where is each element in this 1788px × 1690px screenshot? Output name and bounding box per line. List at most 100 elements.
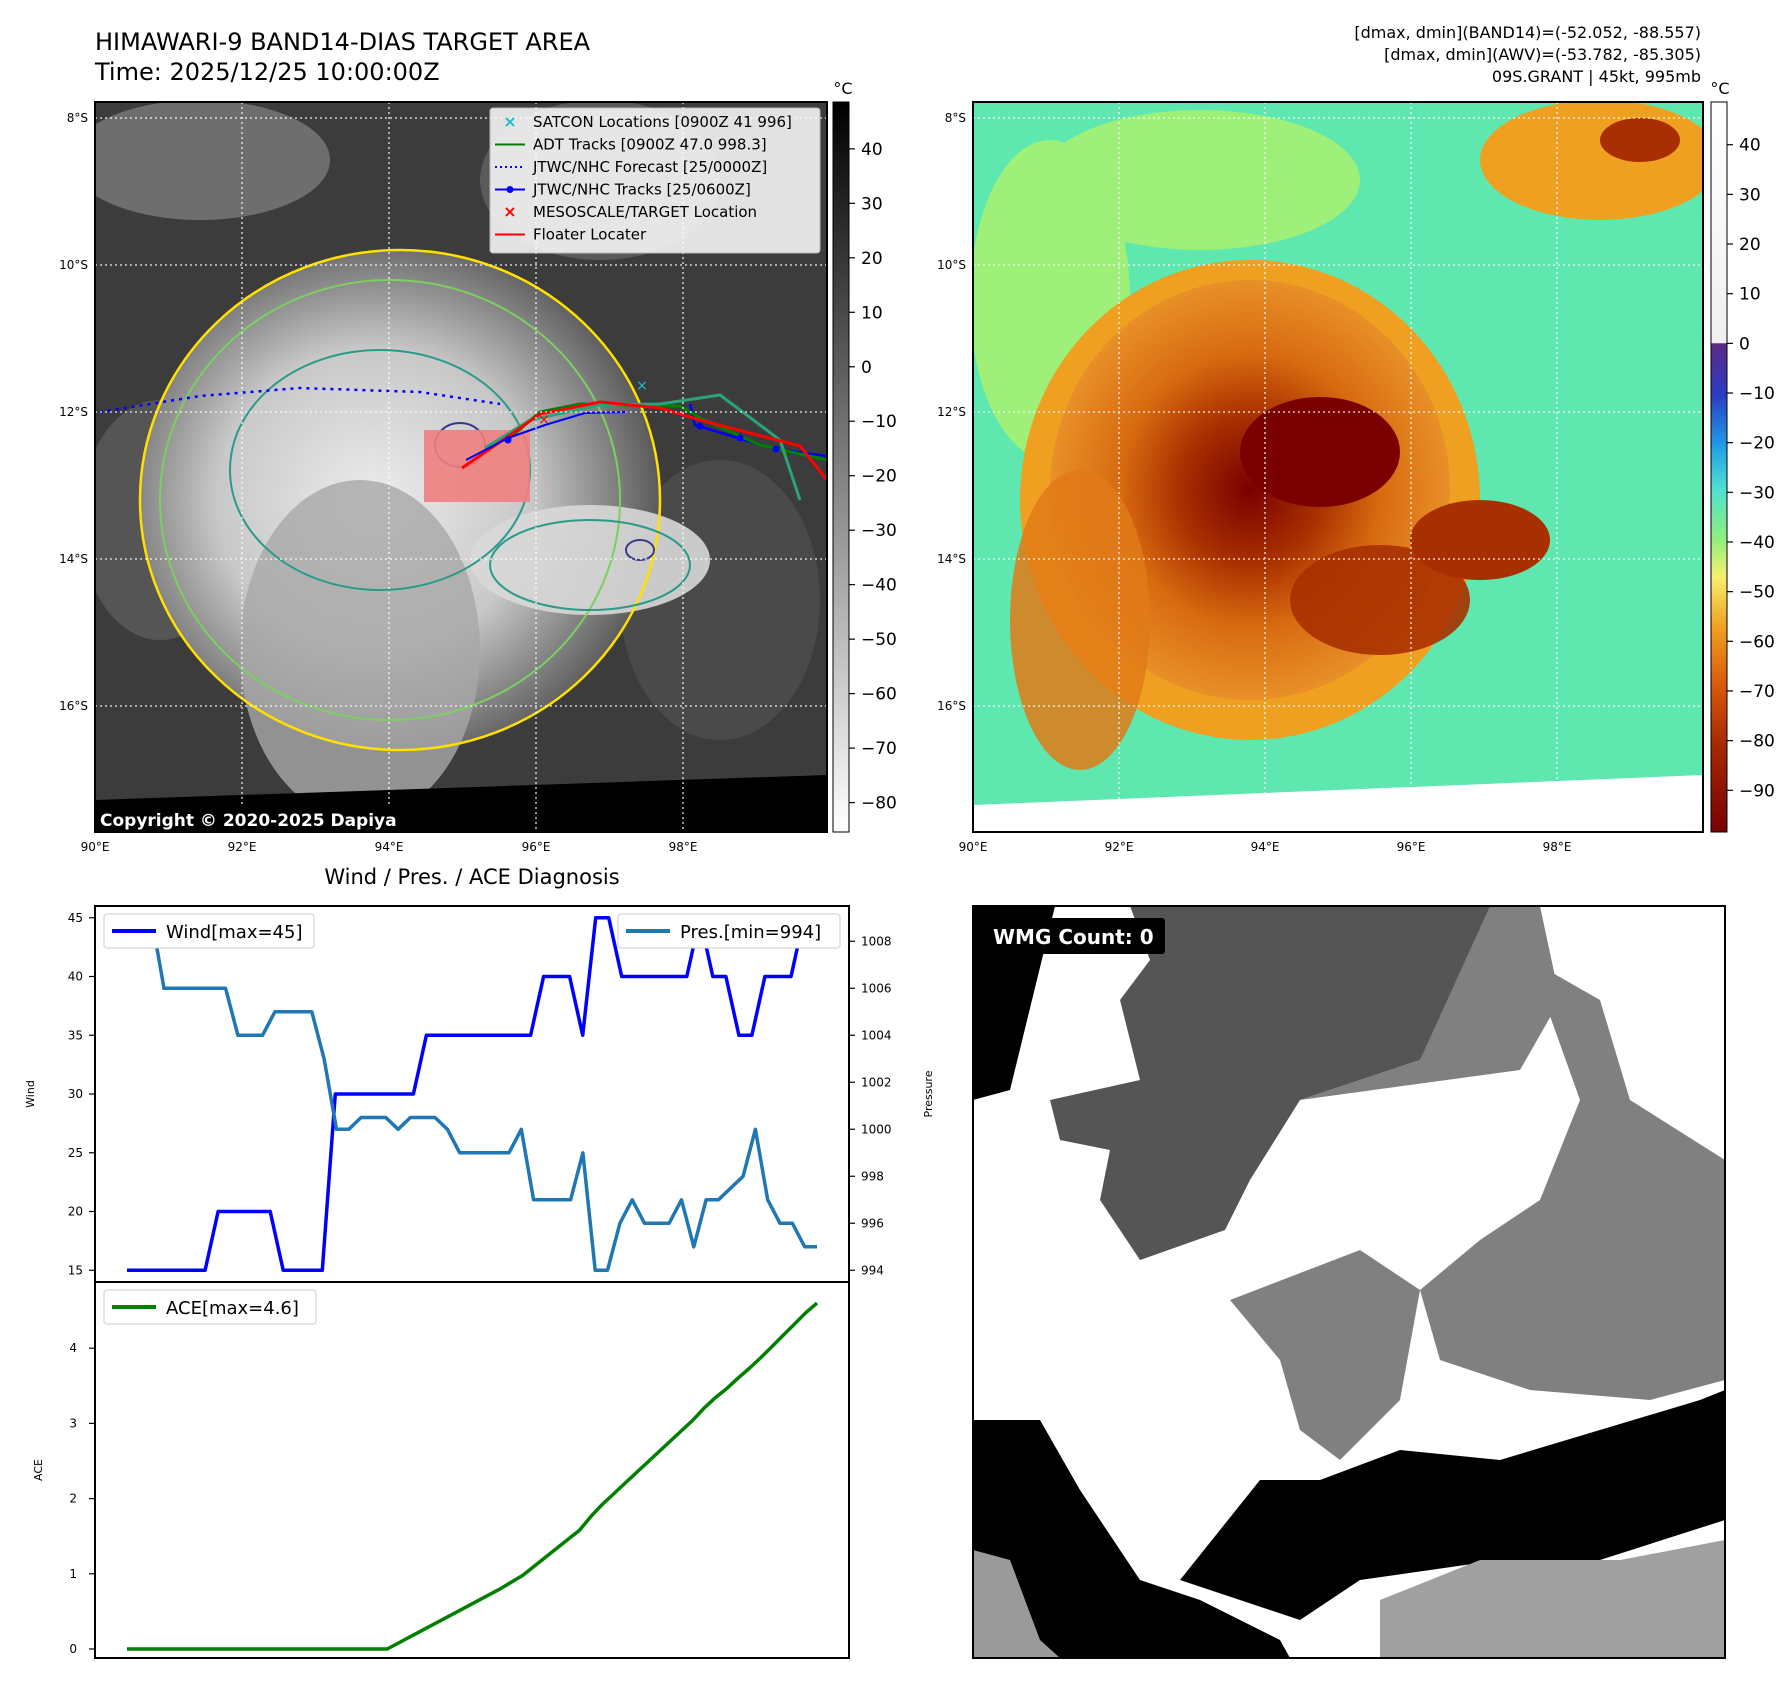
pressure-series-line: [127, 916, 817, 1273]
right-map-lat-ticks: 8°S 10°S 12°S 14°S 16°S: [937, 111, 966, 713]
left-map-lat-ticks: 8°S 10°S 12°S 14°S 16°S: [59, 111, 88, 713]
colorbar-tick-label: 10: [861, 303, 883, 323]
r-lat-tick-16s: 16°S: [937, 699, 966, 713]
storm-info: 09S.GRANT | 45kt, 995mb: [1492, 67, 1701, 86]
legend-item: × MESOSCALE/TARGET Location: [503, 202, 757, 221]
colorbar-tick-label: −60: [861, 685, 897, 705]
right-map-lon-ticks: 90°E 92°E 94°E 96°E 98°E: [959, 840, 1572, 854]
colorbar-tick-label: −50: [861, 630, 897, 650]
colorbar-tick-label: 40: [861, 140, 883, 160]
r-lon-tick-90e: 90°E: [959, 840, 988, 854]
pressure-tick-label: 1004: [861, 1028, 892, 1042]
r-lat-tick-12s: 12°S: [937, 405, 966, 419]
pressure-tick-label: 1000: [861, 1122, 892, 1136]
lat-tick-8s: 8°S: [67, 111, 88, 125]
lon-tick-94e: 94°E: [375, 840, 404, 854]
wind-tick-label: 25: [68, 1146, 83, 1160]
lon-tick-98e: 98°E: [669, 840, 698, 854]
legend-marker: ×: [503, 202, 516, 221]
pressure-legend: Pres.[min=994]: [617, 913, 841, 949]
lat-tick-10s: 10°S: [59, 258, 88, 272]
wind-tick-label: 30: [68, 1087, 83, 1101]
r-lon-tick-94e: 94°E: [1251, 840, 1280, 854]
pressure-tick-label: 998: [861, 1169, 884, 1183]
colorbar-tick-label: 40: [1739, 136, 1761, 156]
r-lon-tick-98e: 98°E: [1543, 840, 1572, 854]
ace-chart: 0 1 2 3 4 ACE ACE[max=4.6]: [32, 1281, 850, 1659]
colorbar-tick-label: −70: [1739, 682, 1775, 702]
colorbar-tick-label: 20: [861, 249, 883, 269]
ace-legend: ACE[max=4.6]: [103, 1289, 317, 1325]
colorbar-tick-label: −30: [1739, 483, 1775, 503]
colorbar-left-unit: °C: [833, 79, 852, 98]
colorbar-tick-label: −80: [1739, 732, 1775, 752]
colorbar-tick-label: 30: [1739, 185, 1761, 205]
pressure-tick-label: 994: [861, 1263, 884, 1277]
band14-range: [dmax, dmin](BAND14)=(-52.052, -88.557): [1354, 23, 1701, 42]
color-colorbar: °C 40 30 20 10 0 −10 −20 −30 −40 −50 −60 −70 −80 −90: [1710, 79, 1775, 833]
pressure-tick-label: 1006: [861, 981, 892, 995]
lat-tick-12s: 12°S: [59, 405, 88, 419]
wind-tick-label: 45: [68, 911, 83, 925]
copyright-label: Copyright © 2020-2025 Dapiya: [100, 811, 397, 831]
r-lon-tick-92e: 92°E: [1105, 840, 1134, 854]
svg-text:×: ×: [636, 378, 648, 394]
legend-marker: ×: [503, 112, 516, 131]
awv-range: [dmax, dmin](AWV)=(-53.782, -85.305): [1384, 45, 1701, 64]
legend-label: ADT Tracks [0900Z 47.0 998.3]: [533, 136, 767, 154]
legend-item: × SATCON Locations [0900Z 41 996]: [503, 112, 792, 131]
colorbar-tick-label: −40: [861, 576, 897, 596]
wmg-count: WMG Count: 0: [993, 925, 1154, 949]
colorbar-tick-label: 30: [861, 194, 883, 214]
legend-dot: [506, 186, 514, 193]
legend-label: SATCON Locations [0900Z 41 996]: [533, 113, 792, 131]
legend-label: MESOSCALE/TARGET Location: [533, 203, 757, 221]
wind-tick-label: 35: [68, 1028, 83, 1042]
legend-label: JTWC/NHC Tracks [25/0600Z]: [532, 181, 751, 199]
colorbar-tick-label: −50: [1739, 583, 1775, 603]
legend-item: ADT Tracks [0900Z 47.0 998.3]: [495, 136, 767, 154]
ace-tick-label: 4: [69, 1341, 77, 1355]
band14-colorbar: °C 40 30 20 10 0 −10 −20 −30 −40 −50 −60 −70 −80: [832, 79, 897, 833]
ace-series-line: [127, 1301, 819, 1651]
colorbar-tick-label: 0: [1739, 334, 1750, 354]
colorbar-tick-label: −60: [1739, 632, 1775, 652]
r-lon-tick-96e: 96°E: [1397, 840, 1426, 854]
colorbar-tick-label: −40: [1739, 533, 1775, 553]
figure-title: HIMAWARI-9 BAND14-DIAS TARGET AREA: [95, 28, 591, 56]
left-map-lon-ticks: 90°E 92°E 94°E 96°E 98°E: [81, 840, 698, 854]
lon-tick-96e: 96°E: [522, 840, 551, 854]
colorbar-tick-label: −80: [861, 794, 897, 814]
colorbar-tick-label: −30: [861, 521, 897, 541]
legend-label: JTWC/NHC Forecast [25/0000Z]: [532, 158, 767, 176]
ace-ylabel: ACE: [32, 1459, 45, 1481]
colorbar-tick-label: −10: [1739, 384, 1775, 404]
wmg-panel: WMG Count: 0: [972, 905, 1726, 1659]
legend-item: Floater Locater: [495, 226, 647, 244]
r-lat-tick-10s: 10°S: [937, 258, 966, 272]
wind-pressure-chart: 15 20 25 30 35 40 45 994 996 998 1000 1002 1004 1006…: [24, 905, 935, 1283]
colorbar-tick-label: −90: [1739, 781, 1775, 801]
wind-tick-label: 20: [68, 1205, 83, 1219]
pressure-legend-label: Pres.[min=994]: [680, 922, 821, 943]
legend-item: JTWC/NHC Forecast [25/0000Z]: [495, 158, 767, 176]
wind-tick-label: 15: [68, 1263, 83, 1277]
copyright-label-bg: [95, 806, 407, 832]
colorbar-right-unit: °C: [1710, 79, 1729, 98]
diagnosis-title: Wind / Pres. / ACE Diagnosis: [324, 865, 619, 889]
ace-tick-label: 0: [69, 1642, 77, 1656]
pressure-tick-label: 1008: [861, 934, 892, 948]
wind-ylabel: Wind: [24, 1080, 37, 1108]
pressure-tick-label: 996: [861, 1216, 884, 1230]
r-lat-tick-8s: 8°S: [945, 111, 966, 125]
colorbar-tick-label: 0: [861, 358, 872, 378]
band14-color-map: [972, 101, 1704, 833]
colorbar-tick-label: −20: [861, 467, 897, 487]
lon-tick-92e: 92°E: [228, 840, 257, 854]
r-lat-tick-14s: 14°S: [937, 552, 966, 566]
pressure-ylabel: Pressure: [922, 1070, 935, 1117]
lat-tick-14s: 14°S: [59, 552, 88, 566]
wind-legend: Wind[max=45]: [103, 913, 315, 949]
wind-tick-label: 40: [68, 970, 83, 984]
